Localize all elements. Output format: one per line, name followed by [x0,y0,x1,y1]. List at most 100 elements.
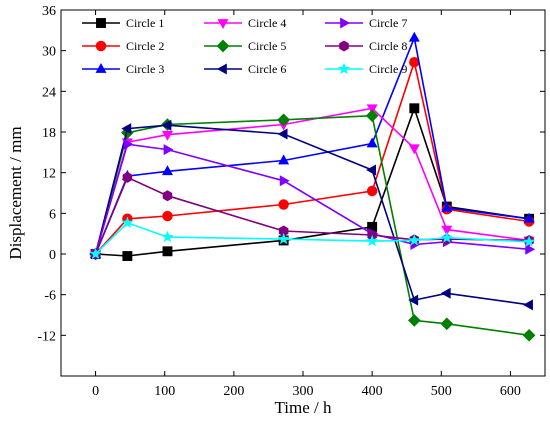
legend-item-circle-5: Circle 5 [204,39,286,53]
series-circle-7 [91,138,536,260]
y-tick-label: 0 [49,248,56,263]
x-tick-label: 500 [431,384,452,399]
data-point [367,221,378,232]
x-tick-label: 200 [223,384,244,399]
data-point [441,225,453,236]
series-circle-9 [89,216,536,260]
legend-marker [340,17,351,29]
x-tick-label: 300 [293,384,314,399]
data-point [366,185,378,197]
y-tick-label: 18 [42,126,56,141]
series-circle-8 [90,171,534,260]
data-point [278,225,289,237]
data-point [277,232,290,245]
data-point [440,317,454,331]
legend-item-circle-2: Circle 2 [82,39,164,53]
legend-label: Circle 5 [248,39,286,53]
series-circle-6 [89,119,533,311]
legend-item-circle-3: Circle 3 [82,62,164,76]
legend-marker [339,40,349,52]
y-tick-label: 6 [49,207,56,222]
data-point [365,109,379,123]
data-point [523,235,536,247]
data-point [440,231,453,243]
x-tick-label: 600 [500,384,521,399]
legend-item-circle-8: Circle 8 [325,39,407,53]
legend-label: Circle 2 [126,39,164,53]
data-point [162,246,173,257]
x-tick-label: 100 [154,384,175,399]
legend-label: Circle 1 [126,16,164,30]
legend-label: Circle 3 [126,62,164,76]
data-point [163,144,174,156]
data-point [121,216,134,228]
data-point [277,113,290,127]
legend-marker [217,19,229,30]
legend-item-circle-7: Circle 7 [325,16,407,30]
y-tick-label: 24 [42,85,56,100]
y-tick-label: 12 [42,167,56,182]
data-point [408,31,420,42]
data-point [121,123,132,135]
data-point [161,165,173,176]
data-point [440,287,451,299]
y-tick-label: -6 [44,289,56,304]
legend-marker [216,63,227,75]
data-point [525,243,536,255]
legend-label: Circle 4 [248,16,286,30]
legend-label: Circle 9 [369,62,407,76]
y-tick-label: -12 [37,329,56,344]
data-point [161,119,172,131]
x-axis-title: Time / h [274,398,332,417]
data-point [162,190,173,202]
data-point [408,294,419,306]
data-point [366,234,379,247]
legend-label: Circle 7 [369,16,407,30]
data-point [408,234,421,246]
series-line [94,143,530,255]
series-line [95,59,530,255]
data-point [409,103,420,114]
data-point [523,299,533,311]
axis-ticks: 0 100 200 300 400 500 600 -12 -6 0 6 12 18 24 30 36 [37,4,545,399]
data-point [407,314,421,327]
series-line [94,176,530,255]
y-tick-label: 30 [42,45,56,60]
data-point [278,199,289,210]
legend-item-circle-1: Circle 1 [82,16,164,30]
legend-marker [95,40,107,52]
data-point [123,138,134,150]
series-circle-5 [89,109,536,342]
data-point [408,144,420,155]
legend-label: Circle 6 [248,62,286,76]
legend-item-circle-9: Circle 9 [325,62,407,76]
legend-marker [96,18,106,28]
legend-item-circle-6: Circle 6 [204,62,286,76]
data-point [277,128,288,140]
legend: Circle 1 Circle 2 Circle 3 Circle 4 Circle 5… [82,16,407,76]
legend-marker [216,39,230,53]
data-point [278,154,290,165]
data-point [89,247,102,260]
data-point [161,130,173,141]
legend-marker [95,62,107,73]
series-circle-2 [90,56,535,260]
data-point [122,171,133,183]
data-point [409,56,420,68]
y-tick-label: 36 [42,4,56,19]
data-point [366,104,378,115]
data-point [162,210,173,222]
x-tick-label: 0 [92,384,99,399]
data-point [522,329,536,342]
series-line [95,221,530,255]
data-point [366,137,378,148]
data-point [161,230,174,243]
legend-label: Circle 8 [369,39,407,53]
series-line [94,124,530,306]
data-point [523,212,535,223]
y-axis-title: Displacement / mm [6,126,25,259]
legend-item-circle-4: Circle 4 [204,16,286,30]
legend-marker [337,62,351,75]
data-point [441,201,453,212]
